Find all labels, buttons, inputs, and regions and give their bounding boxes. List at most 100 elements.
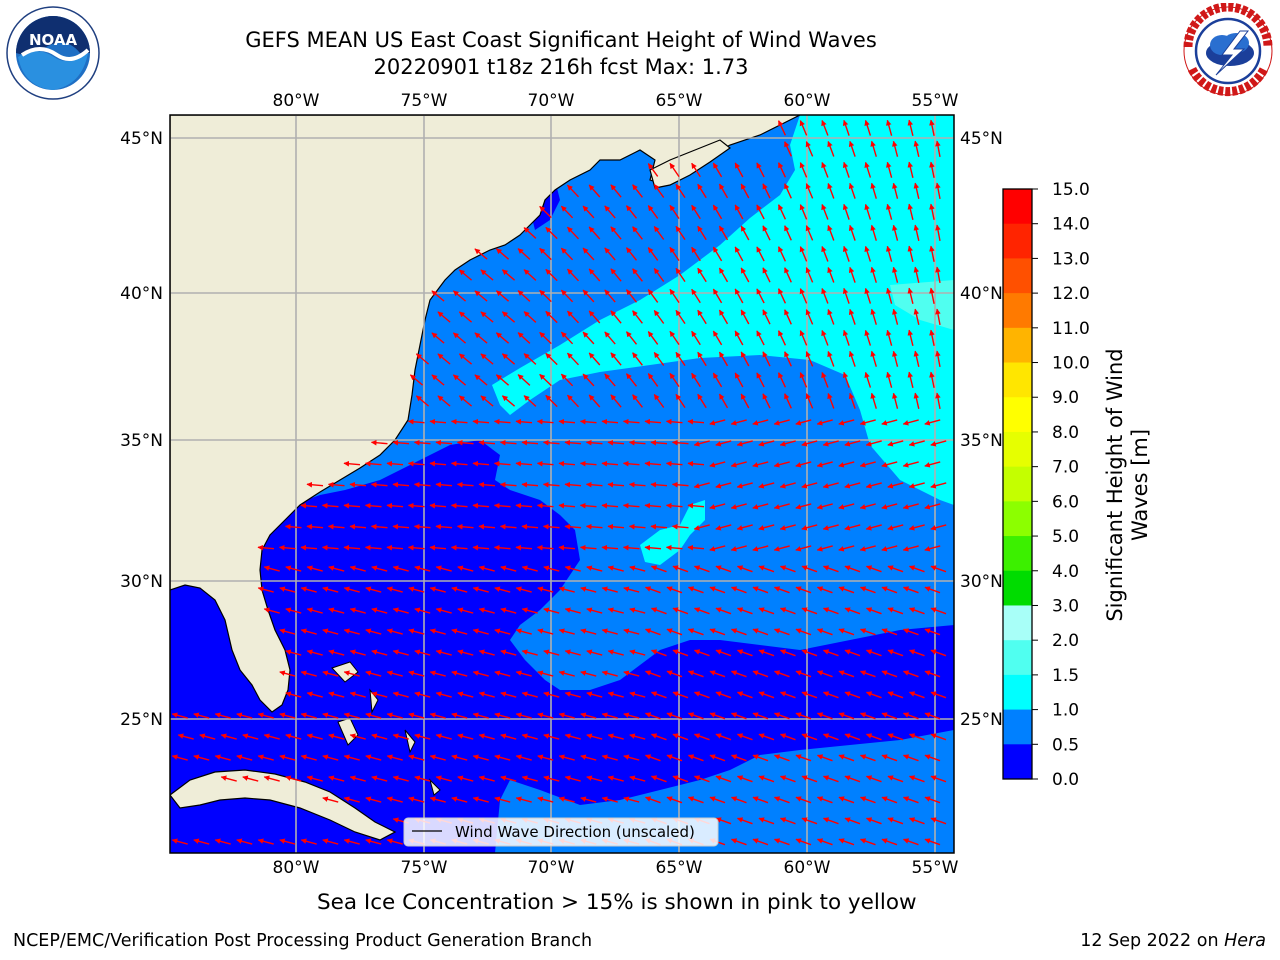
wind-arrow [715,565,732,573]
wind-arrow [827,392,835,409]
wind-arrow [322,838,339,845]
wind-arrow [777,204,787,220]
wind-arrow [865,440,882,447]
wind-arrow [625,289,638,303]
wind-arrow [842,203,850,220]
wind-arrow [718,267,729,283]
wind-arrow [777,372,787,388]
wind-arrow [718,309,729,325]
wind-arrow [838,754,855,762]
wind-arrow [799,330,808,346]
wind-arrow [588,184,601,198]
wind-arrow [653,226,665,240]
wind-arrow [300,628,317,635]
wind-arrow [623,754,640,761]
wind-arrow [687,754,704,762]
wind-arrow [328,691,345,698]
wind-arrow [821,161,829,178]
wind-arrow [472,544,490,551]
wind-arrow [821,329,829,346]
wind-arrow [392,481,410,488]
wind-arrow [827,350,835,367]
colorbar-swatch [1003,674,1032,711]
wind-arrow [734,162,744,178]
wind-arrow [758,565,775,573]
wind-arrow [801,482,818,489]
wind-arrow [881,419,898,426]
lon-label-bottom: 65°W [656,858,703,878]
wind-arrow [718,183,729,199]
wind-arrow [821,371,829,388]
colorbar-tick-label: 8.0 [1052,423,1079,443]
wind-arrow [773,545,790,552]
wind-arrow [257,754,274,761]
wind-arrow [816,419,833,426]
wind-arrow [610,268,622,282]
wind-arrow [392,733,409,740]
wind-arrow [756,204,765,220]
wind-arrow [343,628,360,635]
colorbar-tick-label: 11.0 [1052,319,1090,339]
wind-arrow [697,183,707,199]
wind-arrow [474,332,488,344]
wind-arrow [604,373,616,387]
wind-arrow [493,460,511,467]
wind-arrow [848,182,856,199]
wind-arrow [517,290,531,302]
wind-arrow [859,628,876,636]
wind-arrow [892,392,899,409]
wind-arrow [929,371,935,388]
wind-arrow [451,796,468,803]
wind-arrow [773,586,790,594]
wind-arrow [887,775,904,783]
wind-arrow [435,565,452,572]
wind-arrow [429,502,447,509]
wind-arrow [718,393,729,409]
colorbar-swatch [1003,189,1032,225]
wind-arrow [650,691,667,699]
wind-arrow [625,373,638,387]
wind-arrow [887,649,904,657]
wind-arrow [437,395,451,407]
wind-arrow [257,586,274,593]
lat-label-right: 25°N [960,710,1003,730]
lon-label-top: 70°W [528,91,575,111]
wind-arrow [870,266,877,283]
wind-arrow [924,754,941,762]
wind-arrow [647,373,659,387]
colorbar-swatch [1003,570,1032,606]
wind-arrow [537,712,554,719]
wind-arrow [801,649,818,657]
wind-arrow [601,712,618,719]
wind-arrow [499,481,517,488]
colorbar-swatch [1003,223,1032,259]
wind-arrow [515,754,532,761]
wind-arrow [560,247,574,261]
wind-arrow [566,394,580,408]
wind-arrow [881,754,898,762]
wind-arrow [777,120,787,136]
wind-arrow [604,247,616,261]
wind-arrow [632,352,643,366]
wind-arrow [842,287,850,304]
wind-arrow [542,439,560,446]
wind-arrow [623,712,640,719]
wind-arrow [457,565,474,572]
wind-arrow [644,712,661,720]
wind-arrow [777,288,787,304]
wind-arrow [687,502,705,509]
footer-date: 12 Sep 2022 on Hera [1080,931,1266,951]
colorbar-tick-label: 0.5 [1052,735,1079,755]
wind-arrow [691,204,701,220]
wind-arrow [697,225,707,241]
wind-arrow [730,754,747,762]
wind-arrow [629,691,646,698]
wind-arrow [907,245,914,262]
wind-arrow [457,775,474,782]
land-nova-scotia [649,139,732,189]
wind-arrow [669,288,680,303]
wind-arrow [693,524,710,531]
wind-arrow [343,460,361,467]
wind-arrow [908,733,925,741]
wind-arrow [736,440,753,447]
